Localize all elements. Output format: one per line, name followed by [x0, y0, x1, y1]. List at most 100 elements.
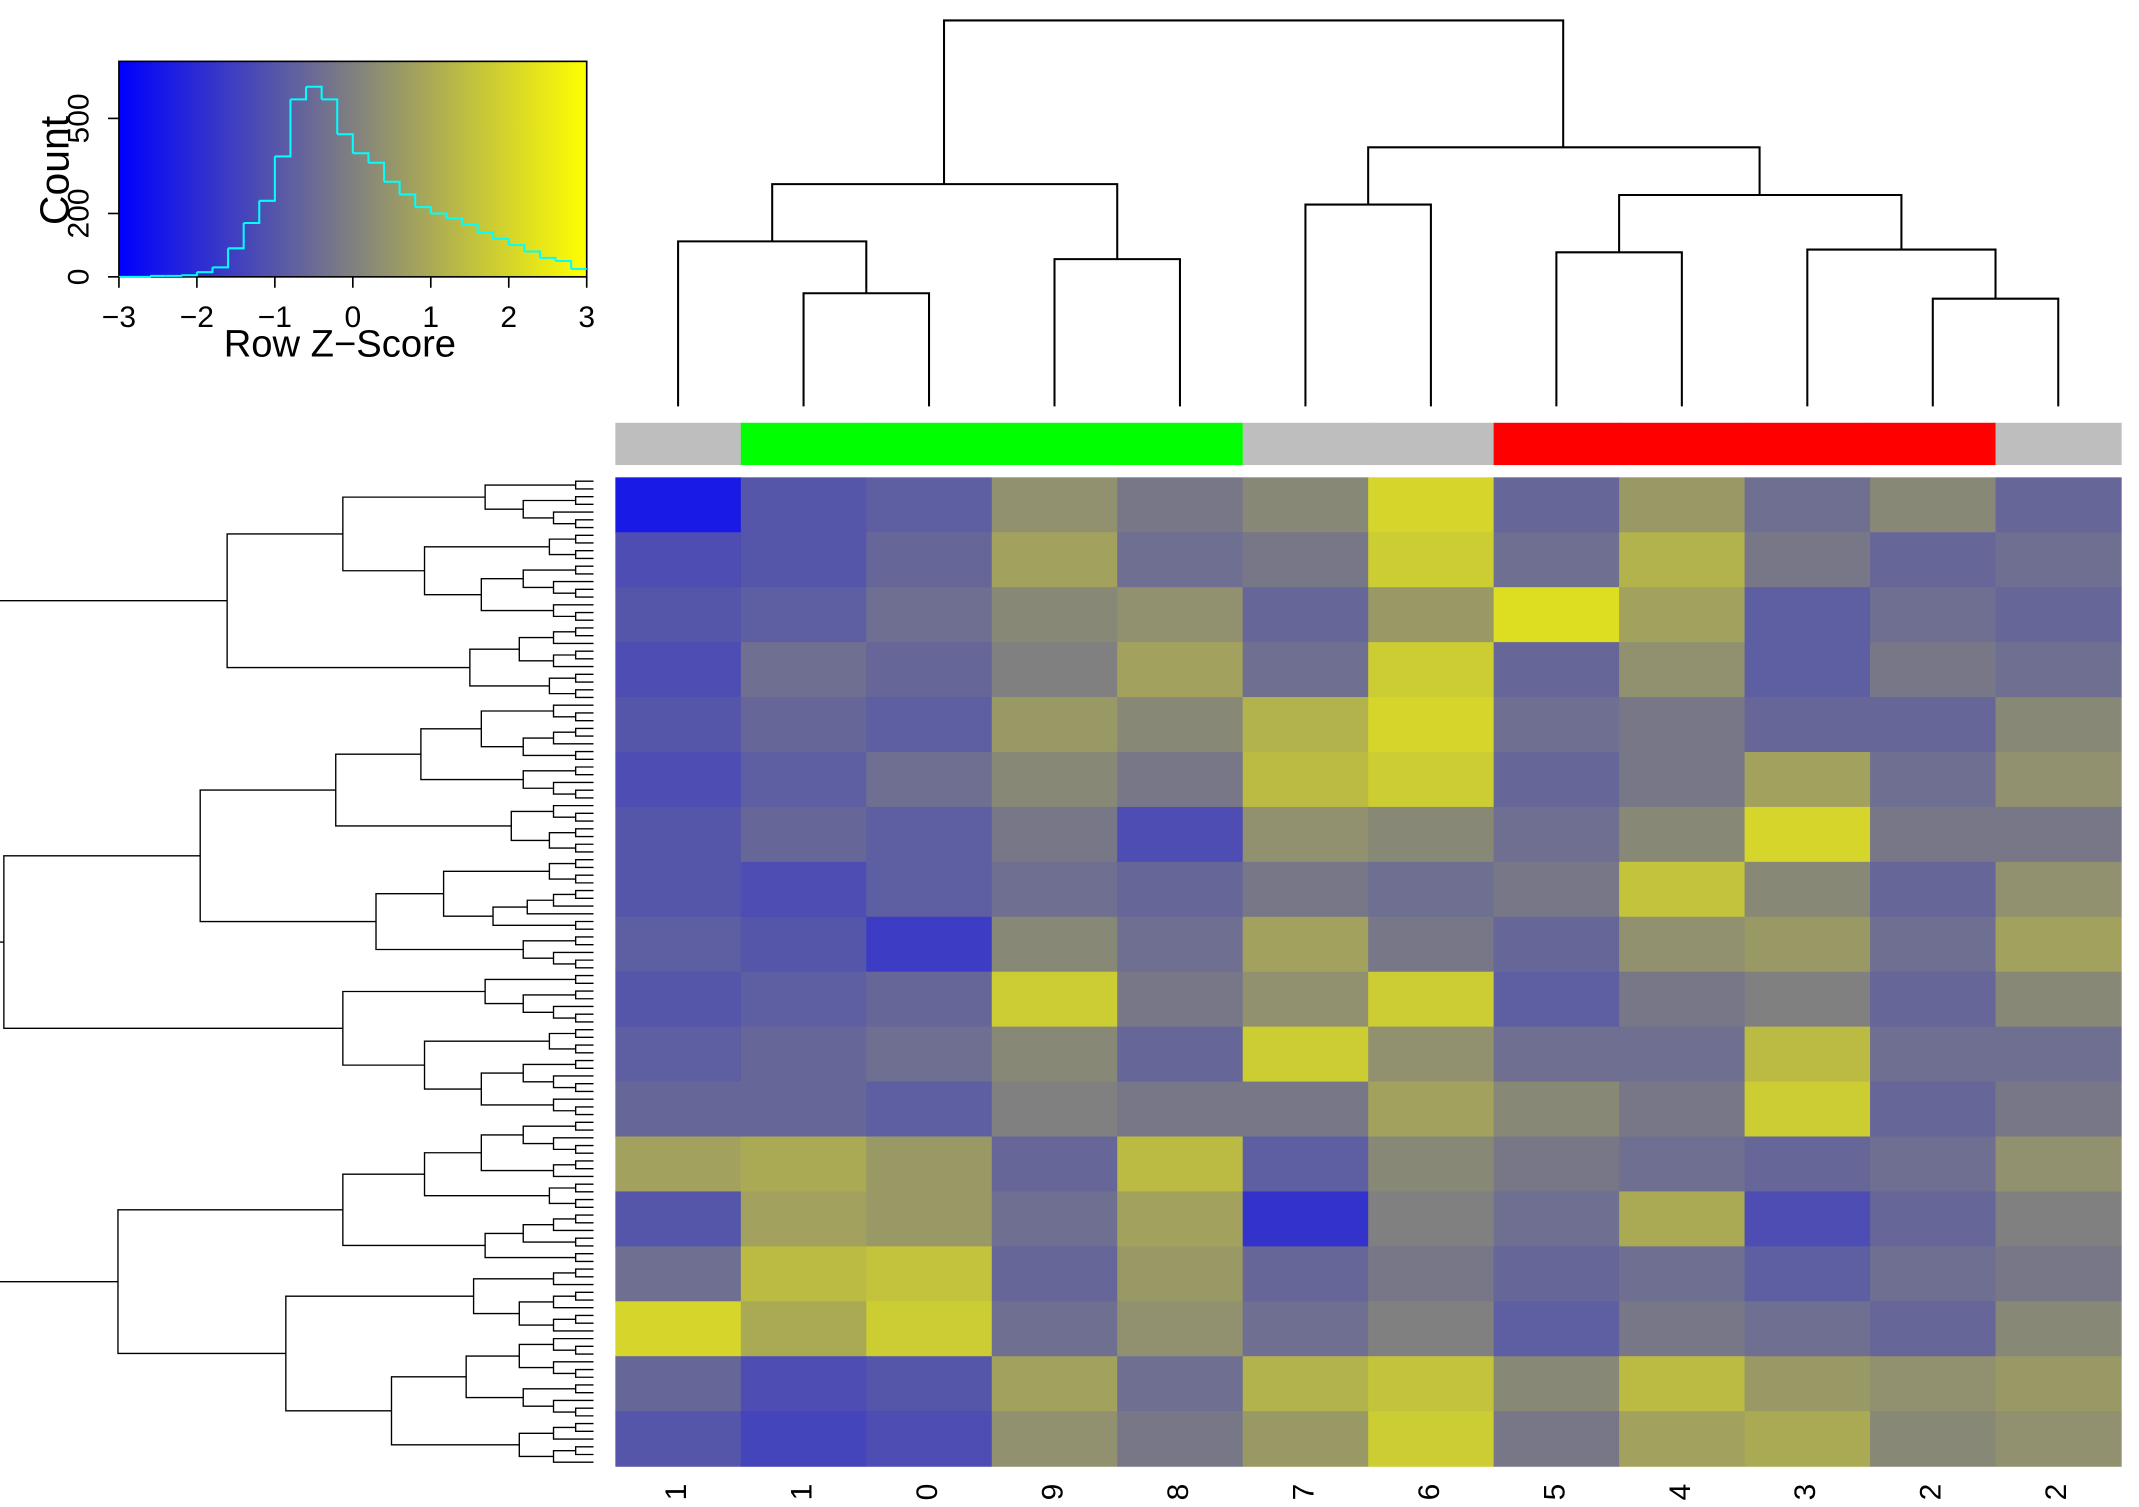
dendrogram-branch	[285, 1295, 474, 1412]
heatmap-cell	[615, 1191, 742, 1248]
dendrogram-branch	[574, 936, 594, 946]
x-tick-label: −2	[180, 301, 214, 334]
dendrogram-branch	[480, 710, 554, 748]
dendrogram-branch	[574, 1368, 594, 1378]
heatmap-cell	[1870, 587, 1997, 643]
x-tick-label: 0	[344, 301, 361, 334]
histogram-bin	[134, 275, 152, 278]
histogram-bin	[493, 237, 510, 246]
dendrogram-branch	[0, 1280, 118, 1283]
histogram-bin	[196, 267, 214, 274]
heatmap-cell	[1744, 477, 1871, 533]
dendrogram-branch	[552, 604, 594, 618]
heatmap-cell	[1368, 587, 1495, 643]
heatmap-cell	[1995, 1356, 2122, 1412]
heatmap-cell	[1744, 1191, 1871, 1248]
heatmap-cell	[1744, 916, 1871, 973]
heatmap-cell	[866, 1411, 993, 1467]
heatmap-cell	[1870, 751, 1997, 808]
heatmap-cell	[1117, 532, 1244, 588]
heatmap-cell	[1744, 1411, 1871, 1467]
column-side-color	[991, 422, 1118, 466]
dendrogram-branch	[472, 1278, 554, 1315]
dendrogram-branch	[574, 974, 594, 984]
heatmap-cell	[1117, 587, 1244, 643]
heatmap-cell	[1242, 532, 1369, 588]
heatmap-cell	[1493, 1356, 1620, 1412]
dendrogram-branch	[552, 1218, 594, 1232]
heatmap-cell	[991, 806, 1118, 863]
dendrogram-branch	[552, 631, 594, 645]
dendrogram-branch	[574, 712, 594, 722]
heatmap-cell	[1368, 1191, 1495, 1248]
histogram-bin	[446, 217, 463, 225]
heatmap-cell	[991, 1191, 1118, 1248]
heatmap-cell	[866, 971, 993, 1028]
dendrogram-branch	[342, 496, 486, 572]
heatmap-cell	[740, 587, 867, 643]
heatmap-cell	[740, 1301, 867, 1357]
heatmap-cell	[1995, 532, 2122, 588]
heatmap-cell	[1870, 971, 1997, 1028]
heatmap-cell	[1368, 1411, 1495, 1467]
dendrogram-branch	[574, 766, 594, 776]
heatmap-cell	[866, 1081, 993, 1138]
dendrogram-branch	[552, 1337, 594, 1351]
heatmap-cell	[1870, 1246, 1997, 1302]
heatmap-cell	[615, 806, 742, 863]
dendrogram-branch	[574, 1314, 594, 1324]
heatmap-cell	[1870, 477, 1997, 533]
heatmap-cell	[1995, 477, 2122, 533]
column-label: 9	[1036, 1484, 1069, 1501]
heatmap-cell	[1870, 642, 1997, 698]
heatmap-cell	[615, 1136, 742, 1193]
dendrogram-branch	[510, 810, 554, 842]
heatmap-cell	[866, 806, 993, 863]
heatmap-cell	[866, 1191, 993, 1248]
dendrogram-branch	[518, 1432, 554, 1458]
dendrogram-branch	[574, 1214, 594, 1224]
heatmap-cell	[1744, 587, 1871, 643]
dendrogram-branch	[375, 893, 524, 951]
heatmap-cell	[1744, 642, 1871, 698]
dendrogram-branch	[574, 789, 594, 799]
dendrogram-branch	[574, 1083, 594, 1093]
dendrogram-branch	[552, 1164, 594, 1178]
heatmap-cell	[1995, 1301, 2122, 1357]
dendrogram-branch	[484, 1232, 576, 1259]
heatmap-cell	[991, 587, 1118, 643]
dendrogram-branch	[552, 1005, 594, 1019]
dendrogram-branch	[518, 1343, 554, 1369]
heatmap-cell	[1368, 1356, 1495, 1412]
column-label: 2	[1915, 1484, 1948, 1501]
heatmap-cell	[740, 916, 867, 973]
histogram-bin	[228, 222, 245, 250]
heatmap-cell	[1995, 1026, 2122, 1083]
heatmap-cell	[1493, 1081, 1620, 1138]
dendrogram-branch	[522, 1125, 576, 1145]
heatmap-cell	[1619, 1136, 1746, 1193]
heatmap-cell	[1744, 1026, 1871, 1083]
heatmap-cell	[615, 642, 742, 698]
heatmap-cell	[1493, 971, 1620, 1028]
column-label: 8	[1162, 1484, 1195, 1501]
heatmap-cell	[991, 532, 1118, 588]
heatmap-cell	[1619, 1411, 1746, 1467]
heatmap-cell	[1870, 1136, 1997, 1193]
heatmap-cell	[1368, 751, 1495, 808]
x-tick-label: 1	[422, 301, 439, 334]
heatmap-cell	[615, 477, 742, 533]
heatmap-cell	[740, 1356, 867, 1412]
heatmap-cell	[1117, 642, 1244, 698]
dendrogram-branch	[342, 1173, 486, 1247]
dendrogram-branch	[548, 1187, 576, 1205]
heatmap-cell	[1619, 697, 1746, 753]
heatmap-cell	[1870, 697, 1997, 753]
heatmap-cell	[1117, 806, 1244, 863]
heatmap-cell	[866, 532, 993, 588]
heatmap-cell	[991, 1136, 1118, 1193]
dendrogram-branch	[199, 789, 377, 923]
column-label: 6	[1413, 1484, 1446, 1501]
row-dendrogram	[0, 480, 594, 1463]
heatmap-cell	[1619, 751, 1746, 808]
